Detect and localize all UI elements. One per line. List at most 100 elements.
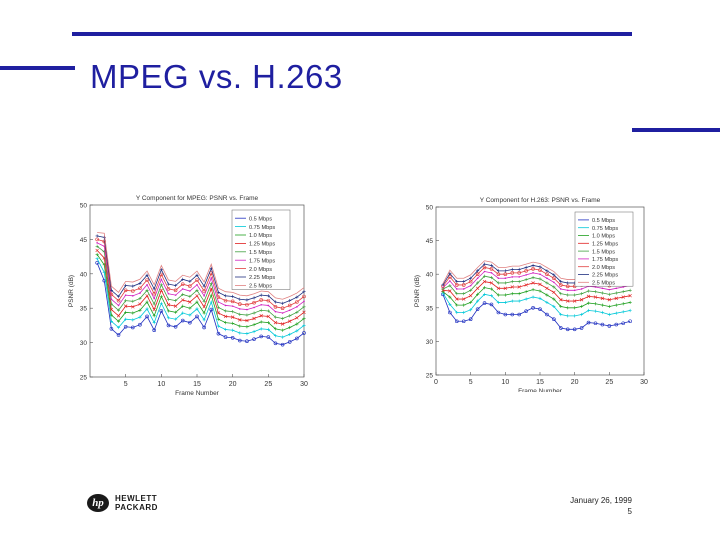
data-point <box>110 298 113 301</box>
data-point <box>238 338 242 343</box>
data-point <box>295 329 299 333</box>
data-point <box>281 335 285 339</box>
data-point <box>217 301 220 303</box>
y-axis-label: PSNR (dB) <box>68 275 75 307</box>
data-point <box>510 292 514 296</box>
data-point <box>252 300 256 305</box>
data-point <box>302 323 306 327</box>
data-point <box>538 277 542 281</box>
data-point <box>572 299 577 303</box>
legend-label: 0.5 Mbps <box>249 216 272 222</box>
data-point <box>566 314 570 318</box>
data-point <box>223 335 228 339</box>
data-point <box>138 286 142 291</box>
data-point <box>173 324 178 329</box>
data-point <box>456 288 458 290</box>
data-point <box>476 281 480 285</box>
data-point <box>566 299 570 303</box>
page-number: 5 <box>627 507 632 516</box>
data-point <box>295 316 299 320</box>
slide-title: MPEG vs. H.263 <box>90 58 343 95</box>
series-line <box>442 287 631 309</box>
data-point <box>124 317 128 321</box>
data-point <box>538 289 542 293</box>
data-point <box>614 291 618 295</box>
data-point <box>124 310 128 314</box>
x-tick-label: 15 <box>193 381 201 388</box>
data-point <box>614 303 618 307</box>
series-1-75-mbps <box>96 242 305 314</box>
data-point <box>95 234 99 238</box>
data-point <box>600 303 604 307</box>
data-point <box>455 297 459 301</box>
data-point <box>621 321 625 326</box>
data-point <box>116 308 121 312</box>
data-point <box>259 327 263 331</box>
data-point <box>482 265 487 270</box>
x-tick-label: 20 <box>571 379 579 386</box>
data-point <box>454 319 459 324</box>
data-point <box>124 283 128 288</box>
hp-logo-line1: HEWLETT <box>115 494 158 503</box>
x-tick-label: 0 <box>434 379 438 386</box>
footer-info: January 26, 1999 5 <box>570 495 632 517</box>
data-point <box>245 318 249 323</box>
data-point <box>489 302 494 307</box>
data-point <box>579 298 584 302</box>
x-tick-label: 30 <box>300 381 308 388</box>
data-point <box>615 287 618 290</box>
data-point <box>621 290 625 294</box>
data-point <box>131 299 135 303</box>
data-point <box>462 288 465 290</box>
data-point <box>196 284 198 286</box>
data-point <box>273 300 278 304</box>
data-point <box>559 326 563 330</box>
data-point <box>281 316 285 321</box>
data-point <box>273 334 278 338</box>
data-point <box>280 322 285 326</box>
hp-logo: hp HEWLETT PACKARD <box>87 494 158 512</box>
x-tick-label: 25 <box>605 379 613 386</box>
data-point <box>95 237 99 242</box>
legend-label: 2.25 Mbps <box>592 273 618 279</box>
data-point <box>531 281 535 285</box>
data-point <box>524 265 528 270</box>
data-point <box>260 303 262 306</box>
data-point <box>288 325 292 330</box>
data-point <box>230 335 235 340</box>
data-point <box>223 327 228 332</box>
data-point <box>593 309 598 313</box>
data-point <box>266 321 270 325</box>
data-point <box>448 275 452 279</box>
data-point <box>454 283 459 287</box>
data-point <box>593 302 598 306</box>
data-point <box>302 316 306 321</box>
data-point <box>545 281 549 285</box>
data-point <box>531 267 535 271</box>
data-point <box>553 281 555 284</box>
data-point <box>295 322 299 326</box>
data-point <box>132 295 134 297</box>
data-point <box>469 288 473 292</box>
data-point <box>209 307 214 312</box>
data-point <box>614 296 618 301</box>
data-point <box>295 336 299 341</box>
data-point <box>195 278 199 282</box>
series-1-25-mbps <box>441 279 632 303</box>
data-point <box>131 325 135 330</box>
data-point <box>116 333 121 337</box>
series-line <box>442 281 631 302</box>
data-point <box>545 312 549 317</box>
data-point <box>173 304 178 308</box>
data-point <box>593 290 598 294</box>
data-point <box>607 298 612 302</box>
data-point <box>245 339 249 344</box>
data-point <box>266 327 270 332</box>
data-point <box>173 288 178 293</box>
data-point <box>131 289 135 293</box>
data-point <box>302 305 306 309</box>
data-point <box>482 301 487 305</box>
x-tick-label: 10 <box>157 381 165 388</box>
data-point <box>216 324 220 328</box>
data-point <box>532 272 534 274</box>
